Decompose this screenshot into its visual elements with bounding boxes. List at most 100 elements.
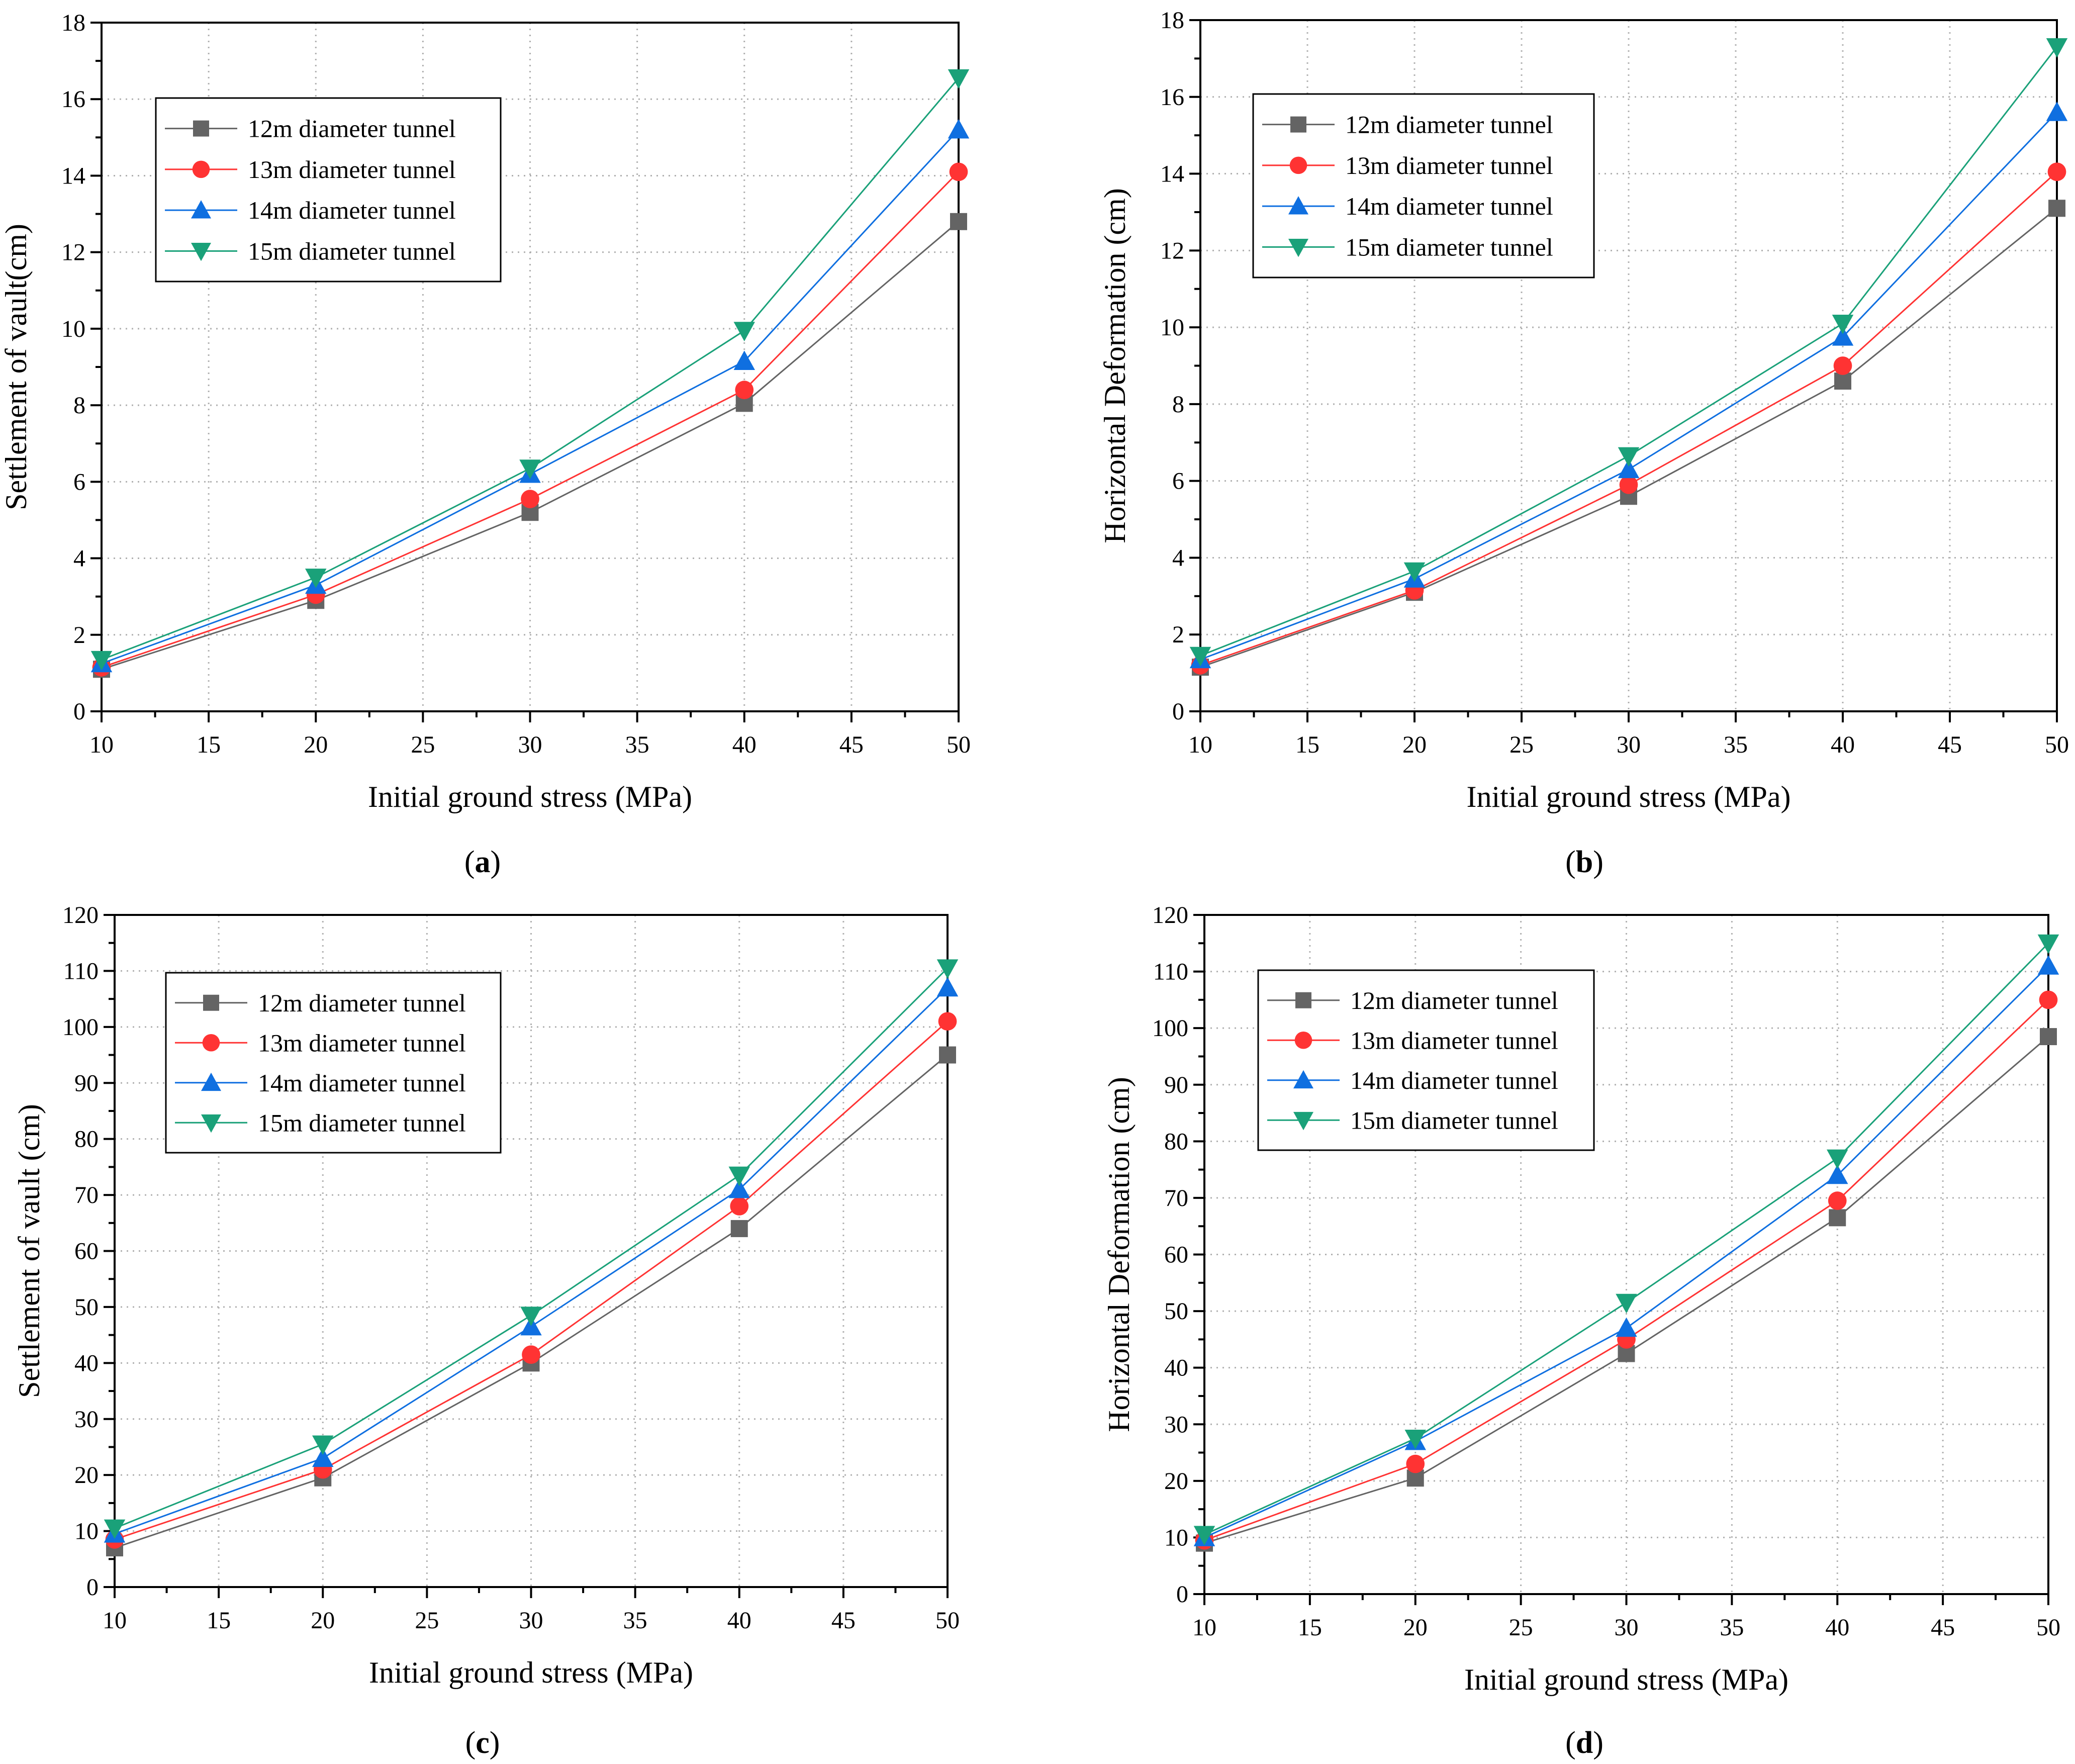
x-tick-label: 40 (732, 731, 757, 758)
y-tick-label: 110 (1153, 959, 1188, 985)
caption-letter: d (1576, 1726, 1593, 1760)
grid (115, 915, 948, 1587)
x-tick-label: 35 (1724, 731, 1748, 758)
y-tick-label: 2 (73, 622, 85, 648)
series-15m (1193, 934, 2059, 1546)
data-point (1832, 326, 1854, 346)
x-tick-label: 45 (1931, 1614, 1955, 1641)
legend-label: 13m diameter tunnel (1350, 1026, 1558, 1054)
data-point (312, 1435, 334, 1455)
data-point (1827, 1149, 1848, 1169)
data-point (936, 977, 959, 997)
caption-letter: a (475, 845, 491, 879)
y-axis-title: Horizontal Deformation (cm) (1098, 188, 1131, 543)
caption-close-paren: ) (1593, 1726, 1604, 1760)
data-point (1833, 356, 1852, 375)
x-tick-label: 10 (1188, 731, 1212, 758)
data-point (735, 381, 754, 400)
legend-marker (1290, 116, 1306, 133)
chart-c: 10 15 20 25 30 35 40 45 500102030405060708090100… (13, 902, 960, 1760)
x-tick-label: 25 (415, 1607, 439, 1634)
y-tick-label: 90 (1164, 1072, 1188, 1098)
legend-label: 12m diameter tunnel (1345, 111, 1553, 139)
data-point (1828, 1191, 1847, 1210)
x-tick-label: 15 (197, 731, 221, 758)
caption-close-paren: ) (491, 845, 501, 879)
x-tick-label: 35 (623, 1607, 647, 1634)
legend-label: 13m diameter tunnel (248, 155, 456, 183)
caption-open-paren: ( (465, 1726, 476, 1760)
caption-letter: c (476, 1726, 490, 1760)
data-point (90, 651, 113, 671)
caption-open-paren: ( (464, 845, 475, 879)
data-point (949, 162, 968, 181)
x-tick-label: 30 (1617, 731, 1641, 758)
legend-marker (201, 1072, 221, 1091)
y-tick-label: 80 (1164, 1128, 1188, 1155)
y-tick-label: 18 (1160, 7, 1184, 34)
data-point (1618, 458, 1640, 479)
y-tick-label: 8 (1172, 391, 1184, 418)
y-tick-label: 100 (62, 1014, 99, 1041)
data-point (1616, 1293, 1637, 1314)
data-point (1406, 1454, 1425, 1473)
y-tick-label: 10 (1160, 314, 1184, 341)
data-point (1832, 315, 1854, 334)
y-tick-label: 50 (74, 1294, 99, 1321)
legend: 12m diameter tunnel 13m diameter tunnel 14… (1257, 969, 1595, 1151)
x-tick-label: 50 (2045, 731, 2069, 758)
y-tick-label: 60 (74, 1238, 99, 1265)
y-tick-label: 6 (73, 469, 85, 495)
data-point (1829, 1209, 1846, 1227)
data-point (938, 1012, 957, 1031)
x-tick-label: 20 (311, 1607, 335, 1634)
y-tick-label: 40 (1164, 1355, 1188, 1381)
legend-marker (191, 242, 211, 261)
y-tick-label: 30 (74, 1406, 99, 1433)
data-point (1834, 373, 1851, 390)
x-tick-label: 25 (1509, 1614, 1533, 1641)
y-tick-label: 50 (1164, 1298, 1188, 1325)
data-point (2048, 200, 2065, 217)
y-tick-label: 14 (1160, 161, 1184, 188)
y-axis-title: Settlement of vault (cm) (13, 1104, 46, 1398)
x-tick-label: 25 (411, 731, 435, 758)
y-tick-label: 0 (73, 698, 85, 725)
data-point (1616, 1317, 1637, 1337)
data-point (936, 959, 959, 979)
y-axis-title: Settlement of vault(cm) (0, 224, 33, 510)
data-point (730, 1197, 749, 1216)
y-tick-label: 18 (61, 10, 85, 36)
legend-marker (191, 200, 211, 219)
caption-open-paren: ( (1565, 1726, 1576, 1760)
y-tick-label: 0 (1172, 698, 1184, 725)
x-tick-label: 45 (839, 731, 864, 758)
series-14m (104, 977, 959, 1543)
legend-marker (201, 1114, 221, 1133)
data-point (1193, 1526, 1215, 1546)
legend-marker (1289, 156, 1307, 174)
panel-caption: (a) (464, 845, 501, 879)
legend-marker (1294, 1031, 1312, 1049)
data-point (728, 1166, 750, 1186)
y-tick-label: 14 (61, 162, 85, 189)
y-tick-label: 4 (1172, 544, 1184, 571)
legend-label: 15m diameter tunnel (1345, 233, 1553, 261)
y-tick-label: 6 (1172, 468, 1184, 495)
x-tick-label: 45 (1938, 731, 1962, 758)
x-tick-label: 20 (304, 731, 328, 758)
y-tick-label: 10 (61, 316, 85, 342)
data-point (950, 213, 967, 230)
data-point (2037, 934, 2059, 954)
x-axis-title: Initial ground stress (MPa) (369, 1656, 693, 1689)
x-tick-label: 30 (519, 1607, 543, 1634)
data-point (948, 69, 970, 89)
legend-label: 15m diameter tunnel (248, 237, 456, 265)
data-point (1189, 646, 1211, 667)
data-point (519, 459, 541, 479)
legend-label: 12m diameter tunnel (248, 115, 456, 143)
legend-label: 15m diameter tunnel (1350, 1106, 1558, 1134)
data-point (2037, 955, 2059, 975)
y-tick-label: 80 (74, 1126, 99, 1153)
x-tick-label: 10 (1192, 1614, 1216, 1641)
